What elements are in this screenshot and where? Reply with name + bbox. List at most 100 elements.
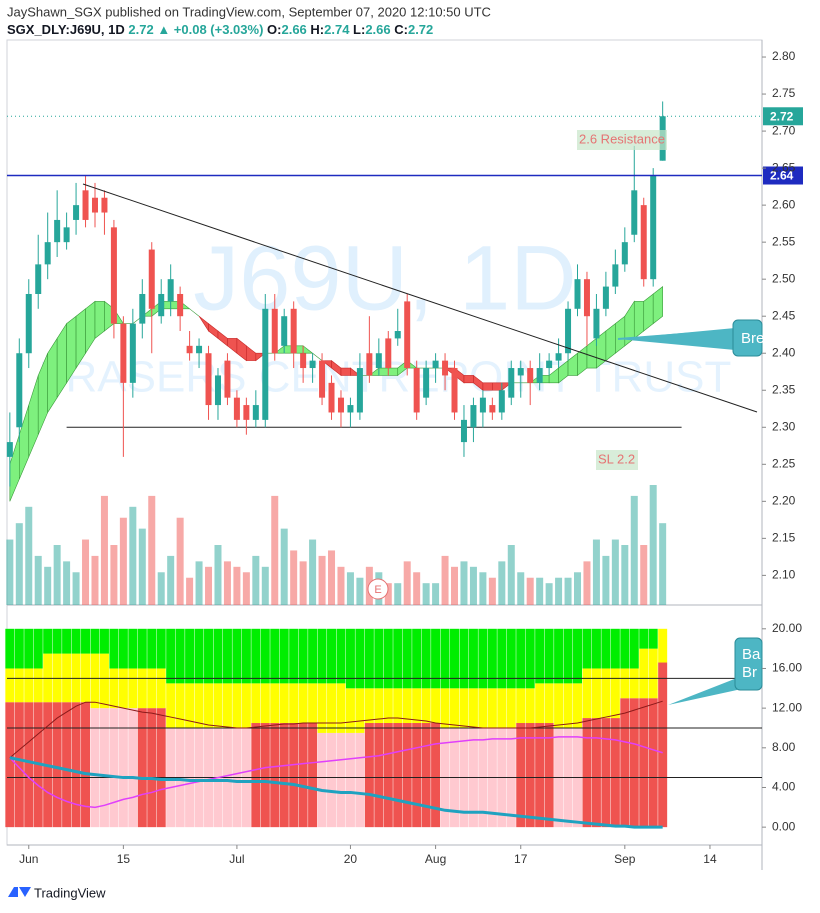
candle-body bbox=[394, 331, 401, 339]
volume-bar bbox=[574, 572, 582, 605]
stack-segment bbox=[43, 628, 53, 654]
stack-segment bbox=[327, 628, 337, 684]
stack-segment bbox=[506, 688, 516, 728]
volume-bar bbox=[630, 495, 638, 605]
header-part: 2.66 bbox=[365, 22, 394, 37]
candle-body bbox=[271, 308, 278, 354]
candle-body bbox=[82, 190, 89, 220]
stack-segment bbox=[232, 683, 242, 728]
volume-bar bbox=[498, 561, 506, 605]
stack-segment bbox=[24, 628, 34, 669]
stack-segment bbox=[298, 683, 308, 724]
price-label-box bbox=[763, 166, 803, 185]
stack-segment bbox=[5, 628, 15, 669]
volume-bar bbox=[100, 495, 108, 605]
candle-body bbox=[73, 205, 80, 220]
stack-segment bbox=[582, 718, 592, 828]
volume-bar bbox=[346, 572, 354, 605]
candle-body bbox=[167, 279, 174, 302]
header-part: C: bbox=[394, 22, 408, 37]
stack-segment bbox=[336, 732, 346, 828]
volume-bar bbox=[517, 572, 525, 605]
stack-segment bbox=[563, 628, 573, 684]
header-line2: SGX_DLY:J69U, 1D 2.72 ▲ +0.08 (+3.03%) O… bbox=[7, 22, 433, 37]
stack-segment bbox=[421, 628, 431, 689]
stack-segment bbox=[118, 628, 128, 669]
stack-segment bbox=[5, 668, 15, 703]
stack-segment bbox=[317, 683, 327, 733]
ma-ribbon bbox=[387, 367, 399, 376]
stack-segment bbox=[147, 628, 157, 669]
stack-segment bbox=[591, 718, 601, 828]
candle-body bbox=[347, 405, 354, 413]
header-part: 2.72 bbox=[408, 22, 433, 37]
volume-bar bbox=[119, 517, 127, 605]
stack-segment bbox=[251, 628, 261, 684]
volume-bar bbox=[6, 539, 14, 605]
stack-segment bbox=[327, 732, 337, 828]
stack-segment bbox=[582, 628, 592, 669]
stack-segment bbox=[544, 628, 554, 684]
y-tick-label: 2.75 bbox=[772, 86, 796, 100]
stack-segment bbox=[222, 683, 232, 728]
y-tick-label: 2.40 bbox=[772, 345, 796, 359]
stack-segment bbox=[308, 683, 318, 724]
candle-body bbox=[262, 308, 269, 420]
volume-bar bbox=[507, 545, 515, 605]
candle-body bbox=[186, 345, 193, 354]
candle-body bbox=[404, 301, 411, 369]
y-tick-label: 2.55 bbox=[772, 234, 796, 248]
volume-bar bbox=[640, 545, 648, 605]
stack-segment bbox=[260, 683, 270, 724]
y-tick-label: 2.80 bbox=[772, 49, 796, 63]
stack-segment bbox=[260, 723, 270, 828]
volume-bar bbox=[602, 555, 610, 605]
stack-segment bbox=[374, 723, 384, 828]
candle-body bbox=[120, 323, 127, 383]
stack-segment bbox=[582, 668, 592, 719]
stack-segment bbox=[355, 732, 365, 828]
y-tick-label: 2.20 bbox=[772, 494, 796, 508]
volume-bar bbox=[167, 555, 175, 605]
candle-body bbox=[451, 368, 458, 413]
x-tick-label: 14 bbox=[703, 852, 717, 866]
stack-segment bbox=[289, 628, 299, 684]
candle-body bbox=[621, 242, 628, 265]
y-tick-label: 12.00 bbox=[772, 700, 802, 714]
candle-body bbox=[593, 308, 600, 339]
volume-bar bbox=[91, 555, 99, 605]
candle-body bbox=[583, 279, 590, 317]
volume-bar bbox=[469, 566, 477, 605]
ma-ribbon bbox=[378, 367, 389, 376]
x-tick-label: Jul bbox=[229, 852, 244, 866]
stack-segment bbox=[90, 708, 100, 828]
candle-body bbox=[91, 197, 98, 213]
y-tick-label: 2.45 bbox=[772, 308, 796, 322]
candle-body bbox=[290, 308, 297, 354]
candle-body bbox=[16, 353, 23, 428]
stack-segment bbox=[128, 628, 138, 669]
stack-segment bbox=[33, 668, 43, 703]
stack-segment bbox=[459, 688, 469, 728]
ma-ribbon bbox=[643, 293, 654, 332]
y-tick-label: 20.00 bbox=[772, 621, 802, 635]
candle-body bbox=[508, 368, 515, 398]
candle-body bbox=[337, 397, 344, 413]
trend-line bbox=[82, 183, 758, 413]
stack-segment bbox=[648, 648, 658, 699]
event-marker bbox=[367, 578, 389, 600]
indicator-line bbox=[9, 756, 663, 829]
stack-segment bbox=[345, 732, 355, 828]
stack-segment bbox=[298, 628, 308, 684]
candle-body bbox=[243, 405, 250, 420]
stack-segment bbox=[412, 688, 422, 724]
watermark: FRASERS CENTREPOINT TRUST bbox=[39, 353, 732, 402]
stack-segment bbox=[658, 628, 668, 663]
stack-segment bbox=[14, 668, 24, 703]
y-tick-label: 2.25 bbox=[772, 456, 796, 470]
stack-segment bbox=[279, 683, 289, 724]
stack-segment bbox=[525, 688, 535, 724]
volume-bar bbox=[545, 583, 553, 605]
stack-segment bbox=[629, 698, 639, 828]
volume-bar bbox=[592, 539, 600, 605]
